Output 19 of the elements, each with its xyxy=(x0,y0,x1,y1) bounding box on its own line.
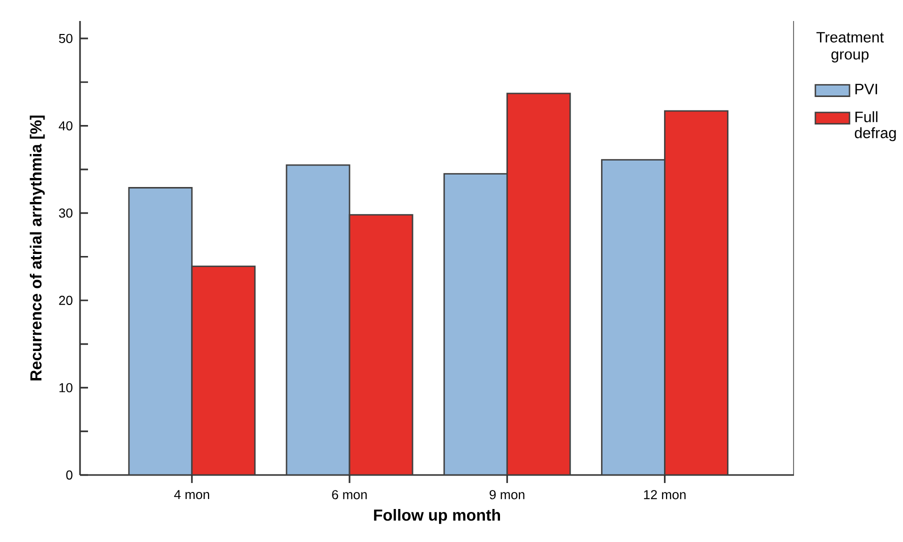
x-tick-label: 9 mon xyxy=(490,490,524,500)
y-tick-label: 40 xyxy=(58,121,72,130)
legend-title: Treatment group xyxy=(816,32,884,63)
x-axis-title: Follow up month xyxy=(374,508,500,524)
x-tick-label: 12 mon xyxy=(644,490,686,500)
x-tick-label: 4 mon xyxy=(174,490,210,500)
y-tick-label: 30 xyxy=(58,208,72,218)
bar xyxy=(128,187,193,475)
legend-label: Full defrag xyxy=(854,111,896,142)
x-tick-label: 6 mon xyxy=(332,490,367,500)
y-tick-label: 20 xyxy=(59,296,72,305)
y-tick-label: 0 xyxy=(66,470,72,480)
legend-label: PVI xyxy=(855,84,878,94)
bar xyxy=(443,173,508,475)
y-axis-title: Recurrence of atrial arrhythmia [%] xyxy=(30,116,45,380)
y-tick-label: 10 xyxy=(59,383,72,392)
y-tick-label: 50 xyxy=(59,34,72,44)
bar xyxy=(286,164,350,475)
bar xyxy=(601,159,666,475)
